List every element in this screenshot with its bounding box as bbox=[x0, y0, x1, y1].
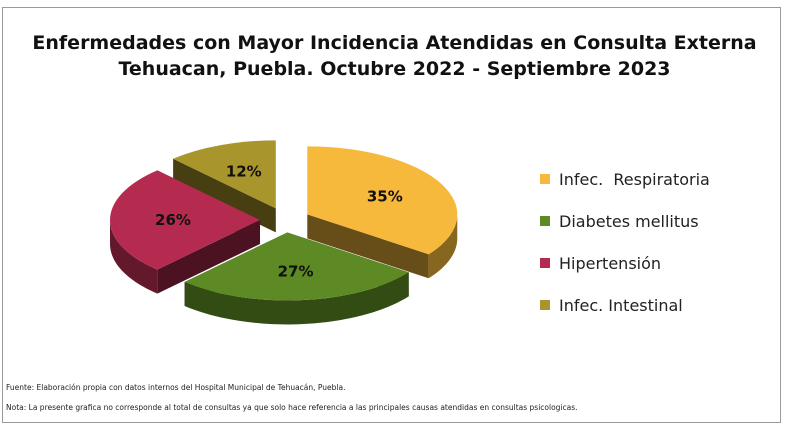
slice-wall-0 bbox=[157, 220, 260, 294]
data-label-1: 27% bbox=[278, 263, 314, 281]
chart-title-block: Enfermedades con Mayor Incidencia Atendi… bbox=[0, 30, 789, 82]
data-label-0: 35% bbox=[367, 187, 403, 205]
slice-wall-1 bbox=[307, 214, 429, 279]
footnote: Nota: La presente grafica no corresponde… bbox=[6, 403, 578, 412]
chart-title: Enfermedades con Mayor Incidencia Atendi… bbox=[32, 32, 757, 54]
chart-subtitle: Tehuacan, Puebla. Octubre 2022 - Septiem… bbox=[118, 58, 671, 80]
legend-swatch bbox=[540, 174, 550, 184]
slice-outer-wall bbox=[110, 220, 158, 294]
legend-label: Infec. Intestinal bbox=[559, 295, 683, 315]
legend-label: Diabetes mellitus bbox=[559, 211, 699, 231]
slice-top bbox=[184, 232, 409, 301]
slice-top bbox=[307, 146, 458, 255]
legend-swatch bbox=[540, 216, 550, 226]
pie-slice-infec-respiratoria bbox=[307, 146, 458, 279]
legend-swatch bbox=[540, 300, 550, 310]
legend-item-0: Infec. Respiratoria bbox=[540, 158, 710, 200]
legend-swatch bbox=[540, 258, 550, 268]
legend-label: Infec. Respiratoria bbox=[559, 169, 710, 189]
legend-item-1: Diabetes mellitus bbox=[540, 200, 710, 242]
legend-label: Hipertensión bbox=[559, 253, 662, 273]
slice-outer-wall bbox=[428, 214, 458, 279]
data-label-2: 26% bbox=[155, 211, 191, 229]
data-label-3: 12% bbox=[226, 163, 262, 181]
chart-notes: Fuente: Elaboración propia con datos int… bbox=[6, 378, 578, 418]
pie-slice-diabetes-mellitus bbox=[184, 232, 409, 325]
pie-slice-infec-intestinal bbox=[173, 140, 276, 233]
source-note: Fuente: Elaboración propia con datos int… bbox=[6, 383, 346, 392]
pie-slice-hipertensi-n bbox=[110, 170, 260, 294]
slice-outer-wall bbox=[184, 272, 409, 325]
slice-top bbox=[173, 140, 276, 209]
legend-item-2: Hipertensión bbox=[540, 242, 710, 284]
slice-wall-0 bbox=[173, 158, 276, 233]
chart-legend: Infec. Respiratoria Diabetes mellitus Hipe… bbox=[540, 158, 710, 326]
legend-item-3: Infec. Intestinal bbox=[540, 284, 710, 326]
slice-top bbox=[110, 170, 260, 270]
